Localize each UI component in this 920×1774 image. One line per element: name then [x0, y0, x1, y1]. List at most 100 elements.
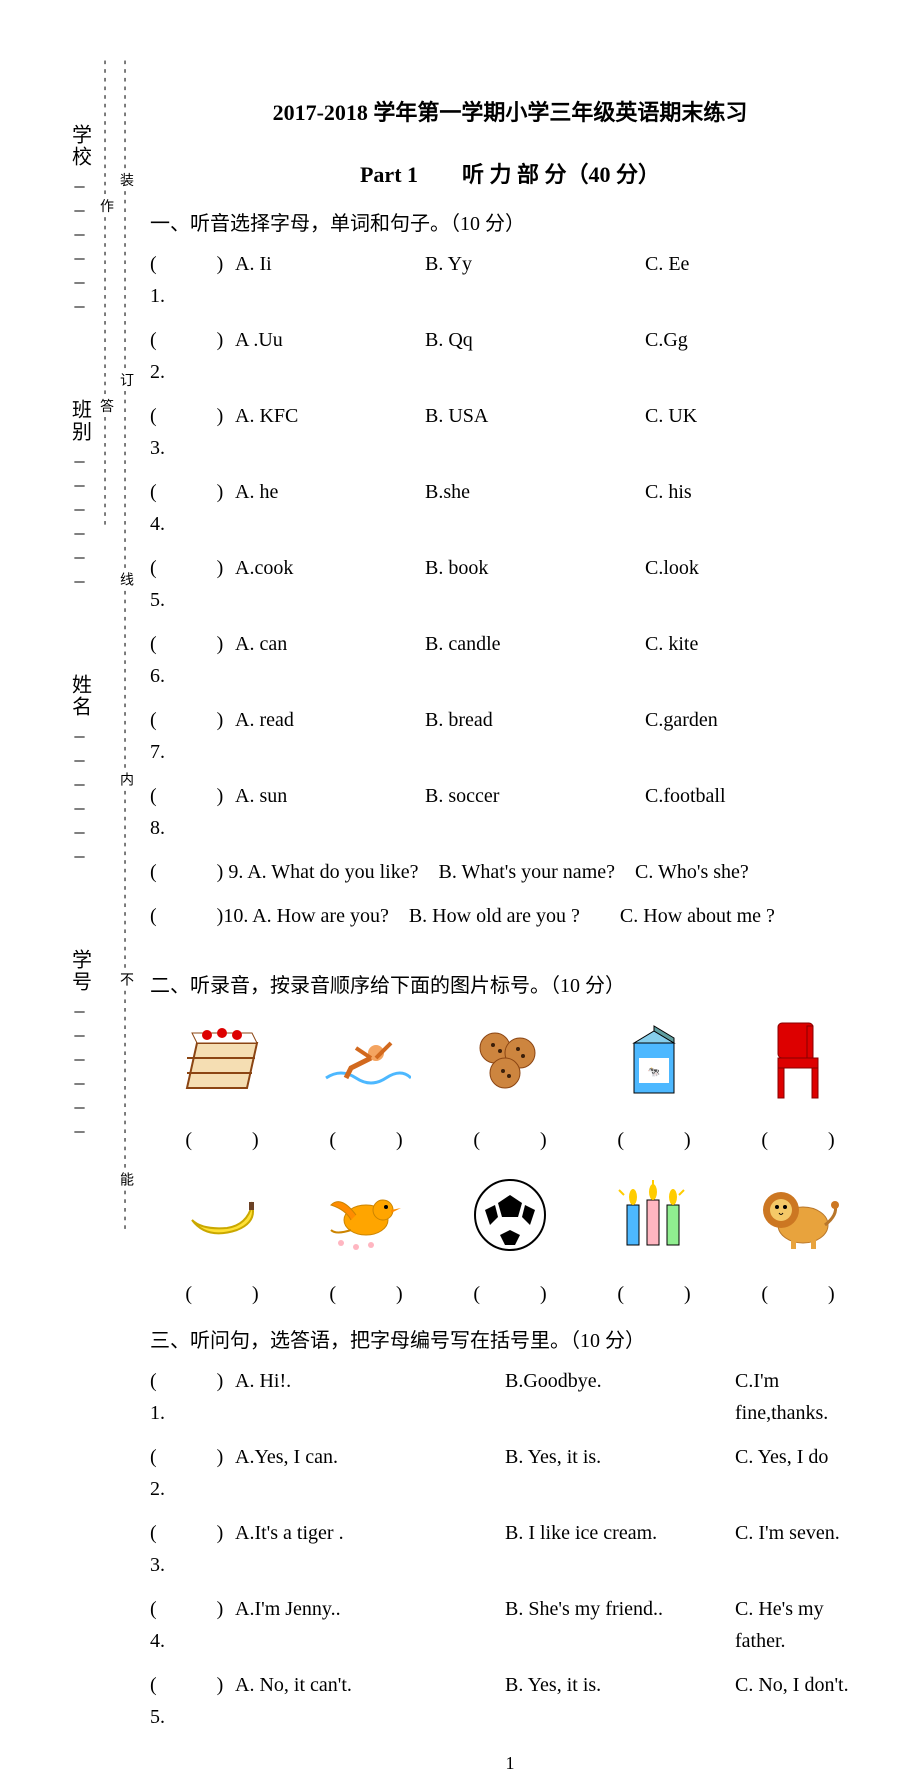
label-class: 班别______ — [66, 399, 95, 587]
option-b: B. Yy — [425, 248, 645, 312]
answer-blank[interactable]: ( ) — [450, 1123, 570, 1152]
answer-blank[interactable]: ( ) 7. — [150, 704, 235, 768]
q9: ( ) 9. A. What do you like? B. What's yo… — [150, 856, 870, 888]
pic-row-2 — [150, 1172, 870, 1267]
answer-blank[interactable]: ( ) 3. — [150, 400, 235, 464]
answer-blank[interactable]: ( ) 3. — [150, 1517, 235, 1581]
question-row: ( ) 6.A. canB. candleC. kite — [150, 628, 870, 692]
option-b: B. Qq — [425, 324, 645, 388]
option-a: A .Uu — [235, 324, 425, 388]
answer-blank[interactable]: ( ) — [594, 1277, 714, 1306]
lion-icon — [748, 1172, 848, 1257]
option-c: C.Gg — [645, 324, 870, 388]
option-c: C. Ee — [645, 248, 870, 312]
question-row: ( ) 4.A. heB.sheC. his — [150, 476, 870, 540]
answer-blank[interactable]: ( ) — [738, 1277, 858, 1306]
page-content: 2017-2018 学年第一学期小学三年级英语期末练习 Part 1 听 力 部… — [150, 95, 870, 1774]
question-row: ( ) 3.A.It's a tiger .B. I like ice crea… — [150, 1517, 870, 1581]
option-b: B.she — [425, 476, 645, 540]
answer-blank[interactable]: ( ) 1. — [150, 1365, 235, 1429]
answer-blank[interactable]: ( ) 1. — [150, 248, 235, 312]
answer-blank[interactable]: ( ) 4. — [150, 1593, 235, 1657]
option-b: B.Goodbye. — [505, 1365, 735, 1429]
option-c: C. kite — [645, 628, 870, 692]
candles-icon — [604, 1172, 704, 1257]
paren-row-1: ( ) ( ) ( ) ( ) ( ) — [150, 1123, 870, 1152]
paren-row-2: ( ) ( ) ( ) ( ) ( ) — [150, 1277, 870, 1306]
option-a: A. Hi!. — [235, 1365, 505, 1429]
label-number: 学号______ — [66, 949, 95, 1137]
option-c: C. No, I don't. — [735, 1669, 870, 1733]
answer-blank[interactable]: ( ) 6. — [150, 628, 235, 692]
question-row: ( ) 7.A. readB. breadC.garden — [150, 704, 870, 768]
question-row: ( ) 8.A. sunB. soccerC.football — [150, 780, 870, 844]
milk-icon: 🐄 — [604, 1018, 704, 1103]
cake-icon — [172, 1018, 272, 1103]
answer-blank[interactable]: ( ) 2. — [150, 1441, 235, 1505]
option-c: C. I'm seven. — [735, 1517, 870, 1581]
soccer-icon — [460, 1172, 560, 1257]
question-row: ( ) 2.A .UuB. QqC.Gg — [150, 324, 870, 388]
option-c: C. He's my father. — [735, 1593, 870, 1657]
pic-row-1: 🐄 — [150, 1018, 870, 1113]
option-c: C. UK — [645, 400, 870, 464]
option-c: C.football — [645, 780, 870, 844]
label-school: 学校______ — [66, 124, 95, 312]
page-title: 2017-2018 学年第一学期小学三年级英语期末练习 — [150, 95, 870, 127]
option-c: C. Yes, I do — [735, 1441, 870, 1505]
answer-blank[interactable]: ( ) — [594, 1123, 714, 1152]
answer-blank[interactable]: ( ) 5. — [150, 1669, 235, 1733]
bird-icon — [316, 1172, 416, 1257]
binding-labels: 学校______ 班别______ 姓名______ 学号______ — [60, 80, 100, 1180]
q10: ( )10. A. How are you? B. How old are yo… — [150, 900, 870, 932]
question-row: ( ) 1.A. IiB. YyC. Ee — [150, 248, 870, 312]
option-a: A. can — [235, 628, 425, 692]
option-b: B. Yes, it is. — [505, 1669, 735, 1733]
answer-blank[interactable]: ( ) — [306, 1123, 426, 1152]
option-b: B. bread — [425, 704, 645, 768]
cookies-icon — [460, 1018, 560, 1103]
section3-head: 三、听问句，选答语，把字母编号写在括号里。（10 分） — [150, 1324, 870, 1353]
answer-blank[interactable]: ( ) 8. — [150, 780, 235, 844]
option-c: C. his — [645, 476, 870, 540]
section1-head: 一、听音选择字母，单词和句子。（10 分） — [150, 207, 870, 236]
label-name: 姓名______ — [66, 674, 95, 862]
answer-blank[interactable]: ( ) 5. — [150, 552, 235, 616]
swimmer-icon — [316, 1018, 416, 1103]
option-a: A. No, it can't. — [235, 1669, 505, 1733]
question-row: ( ) 4.A.I'm Jenny..B. She's my friend..C… — [150, 1593, 870, 1657]
option-b: B. book — [425, 552, 645, 616]
question-row: ( ) 5.A. No, it can't.B. Yes, it is.C. N… — [150, 1669, 870, 1733]
option-a: A. Ii — [235, 248, 425, 312]
question-row: ( ) 1.A. Hi!.B.Goodbye.C.I'm fine,thanks… — [150, 1365, 870, 1429]
answer-blank[interactable]: ( ) 2. — [150, 324, 235, 388]
option-b: B. Yes, it is. — [505, 1441, 735, 1505]
page-number: 1 — [150, 1753, 870, 1774]
question-row: ( ) 5.A.cookB. bookC.look — [150, 552, 870, 616]
answer-blank[interactable]: ( ) — [162, 1277, 282, 1306]
answer-blank[interactable]: ( ) — [306, 1277, 426, 1306]
section2-head: 二、听录音，按录音顺序给下面的图片标号。（10 分） — [150, 969, 870, 998]
part-title: Part 1 听 力 部 分（40 分） — [150, 157, 870, 189]
option-a: A. KFC — [235, 400, 425, 464]
option-b: B. soccer — [425, 780, 645, 844]
option-c: C.look — [645, 552, 870, 616]
option-a: A.It's a tiger . — [235, 1517, 505, 1581]
answer-blank[interactable]: ( ) — [450, 1277, 570, 1306]
option-c: C.garden — [645, 704, 870, 768]
chair-icon — [748, 1018, 848, 1103]
option-c: C.I'm fine,thanks. — [735, 1365, 870, 1429]
option-a: A. read — [235, 704, 425, 768]
question-row: ( ) 3.A. KFCB. USAC. UK — [150, 400, 870, 464]
svg-text:🐄: 🐄 — [648, 1067, 660, 1078]
question-row: ( ) 2.A.Yes, I can.B. Yes, it is.C. Yes,… — [150, 1441, 870, 1505]
answer-blank[interactable]: ( ) — [162, 1123, 282, 1152]
answer-blank[interactable]: ( ) — [738, 1123, 858, 1152]
option-b: B. I like ice cream. — [505, 1517, 735, 1581]
answer-blank[interactable]: ( ) 4. — [150, 476, 235, 540]
option-a: A.Yes, I can. — [235, 1441, 505, 1505]
option-a: A.I'm Jenny.. — [235, 1593, 505, 1657]
option-a: A. sun — [235, 780, 425, 844]
option-b: B. She's my friend.. — [505, 1593, 735, 1657]
binding-line: -------------装---------------------订----… — [105, 60, 125, 1240]
